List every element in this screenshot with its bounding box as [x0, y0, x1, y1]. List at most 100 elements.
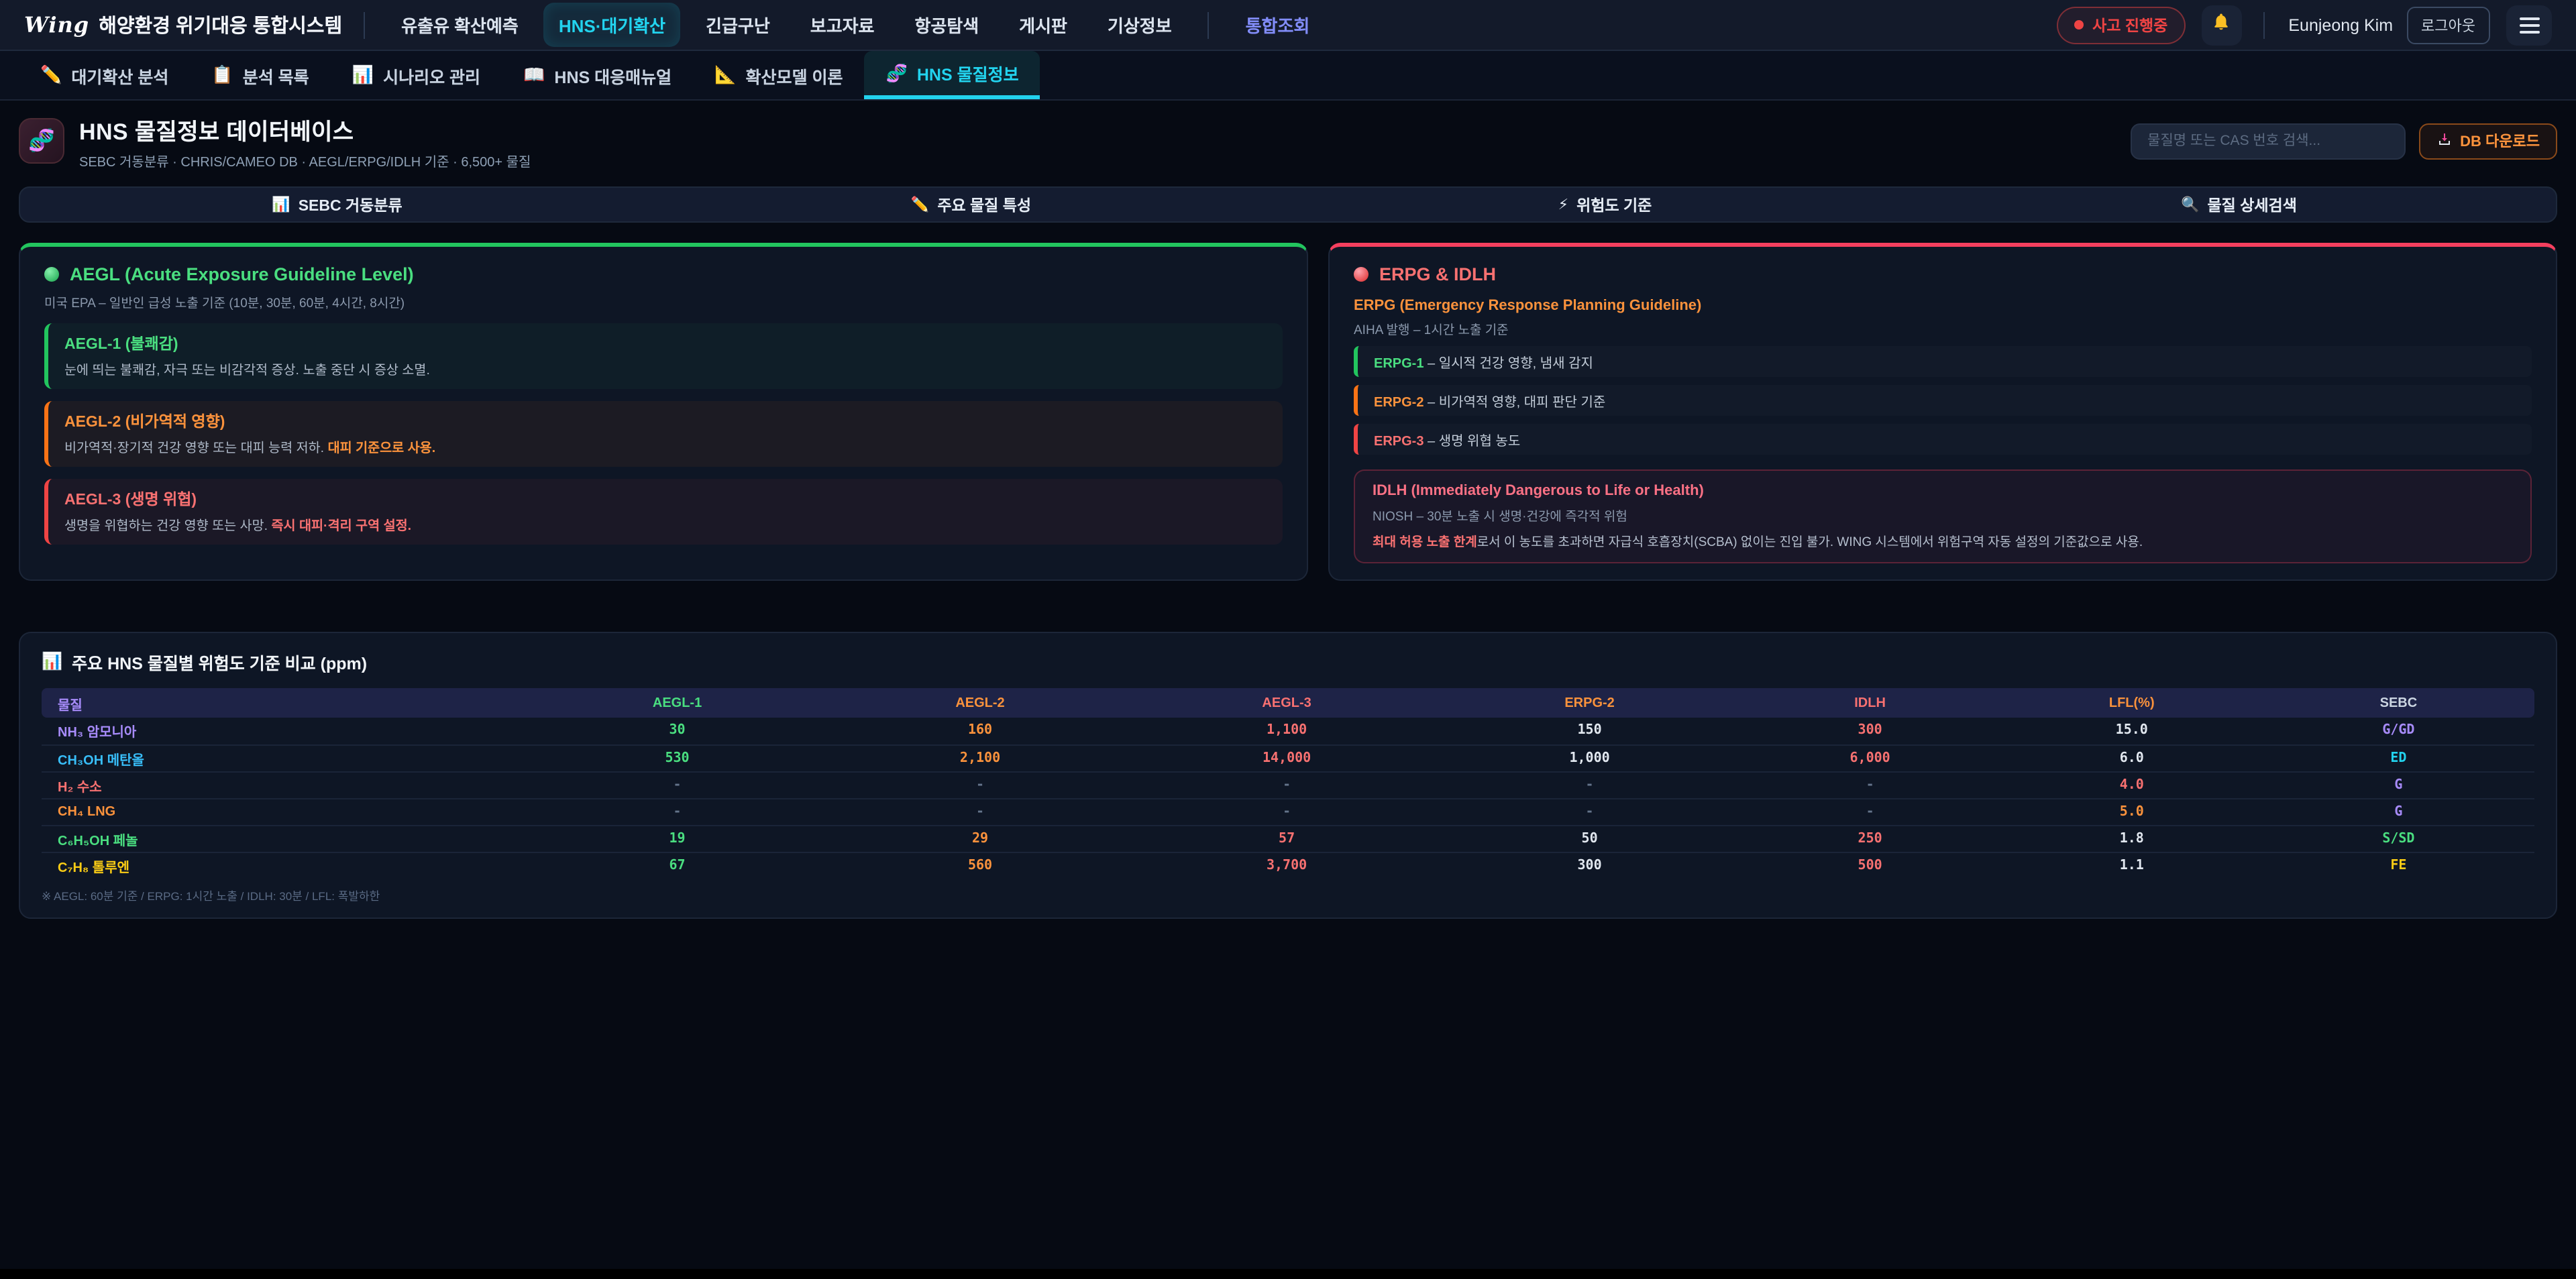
subtab-label: 시나리오 관리 [383, 68, 481, 87]
aegl-level-3-card: AEGL-3 (생명 위협) 생명을 위협하는 건강 영향 또는 사망. 즉시 … [44, 479, 1283, 545]
subtab-model-theory[interactable]: 📐 확산모델 이론 [693, 51, 864, 99]
nav-item-hns-dispersion[interactable]: HNS·대기확산 [543, 3, 681, 47]
idlh-info-box: IDLH (Immediately Dangerous to Life or H… [1354, 469, 2532, 563]
aegl2-value: - [826, 798, 1134, 826]
table-row: C₇H₈ 톨루엔 67 560 3,700 300 500 1.1 FE [42, 852, 2534, 879]
nav-divider [2263, 11, 2265, 38]
bar-chart-icon: 📊 [272, 197, 290, 213]
aegl-panel: AEGL (Acute Exposure Guideline Level) 미국… [19, 243, 1308, 581]
substance-search-input[interactable] [2130, 123, 2406, 159]
aegl-level-desc: 비가역적·장기적 건강 영향 또는 대피 능력 저하. 대피 기준으로 사용. [64, 441, 436, 456]
tab-substance-detail-search[interactable]: 🔍 물질 상세검색 [1922, 188, 2556, 221]
aegl2-value: 160 [826, 718, 1134, 745]
aegl-panel-subtitle: 미국 EPA – 일반인 급성 노출 기준 (10분, 30분, 60분, 4시… [44, 296, 405, 311]
table-row: CH₃OH 메탄올 530 2,100 14,000 1,000 6,000 6… [42, 744, 2534, 772]
logo-wordmark: Wing [24, 12, 90, 38]
subtab-scenario-management[interactable]: 📊 시나리오 관리 [331, 51, 502, 99]
idlh-title: IDLH (Immediately Dangerous to Life or H… [1373, 483, 1704, 499]
user-name: Eunjeong Kim [2288, 15, 2394, 34]
col-erpg2: ERPG-2 [1440, 688, 1739, 718]
logout-button[interactable]: 로그아웃 [2406, 6, 2490, 44]
lfl-value: 15.0 [2000, 718, 2263, 745]
aegl2-value: 29 [826, 825, 1134, 852]
aegl-panel-title: AEGL (Acute Exposure Guideline Level) [44, 264, 1283, 284]
tab-label: 위험도 기준 [1576, 198, 1652, 214]
pencil-icon: ✏️ [40, 64, 62, 85]
col-aegl1: AEGL-1 [527, 688, 827, 718]
tab-substance-properties[interactable]: ✏️ 주요 물질 특성 [654, 188, 1288, 221]
nav-item-aerial-search[interactable]: 항공탐색 [914, 16, 979, 36]
idlh-line2: 최대 허용 노출 한계로서 이 농도를 초과하면 자급식 호흡장치(SCBA) … [1373, 535, 2143, 550]
nav-item-emergency-rescue[interactable]: 긴급구난 [706, 16, 770, 36]
lightning-icon: ⚡ [1558, 197, 1569, 213]
subtab-analysis-list[interactable]: 📋 분석 목록 [190, 51, 330, 99]
table-row: C₆H₅OH 페놀 19 29 57 50 250 1.8 S/SD [42, 825, 2534, 852]
erpg-level-2-row: ERPG-2 – 비가역적 영향, 대피 판단 기준 [1354, 385, 2532, 416]
aegl3-value: 14,000 [1133, 744, 1440, 772]
idlh-value: - [1739, 798, 2001, 826]
red-dot-icon [1354, 267, 1368, 282]
tab-sebc-classification[interactable]: 📊 SEBC 거동분류 [20, 188, 654, 221]
incident-status-badge[interactable]: 사고 진행중 [2056, 6, 2186, 44]
aegl1-value: - [527, 771, 827, 799]
db-download-label: DB 다운로드 [2460, 134, 2540, 150]
download-icon [2436, 131, 2452, 151]
notifications-button[interactable] [2201, 5, 2242, 45]
substance-name: CH₄ LNG [42, 798, 528, 826]
col-aegl2: AEGL-2 [826, 688, 1134, 718]
col-sebc: SEBC [2262, 688, 2534, 718]
nav-item-board[interactable]: 게시판 [1019, 16, 1067, 36]
idlh-value: 300 [1739, 718, 2001, 745]
erpg-subtitle: AIHA 발행 – 1시간 노출 기준 [1354, 323, 1509, 338]
sebc-code: G/GD [2262, 718, 2534, 745]
bar-chart-icon: 📊 [352, 64, 374, 85]
sebc-code: ED [2262, 744, 2534, 772]
book-icon: 📖 [523, 64, 545, 85]
nav-item-weather[interactable]: 기상정보 [1107, 16, 1172, 36]
aegl2-value: 2,100 [826, 744, 1134, 772]
aegl3-value: - [1133, 798, 1440, 826]
nav-item-integrated-search[interactable]: 통합조회 [1245, 16, 1310, 36]
subtab-hns-substance-info[interactable]: 🧬 HNS 물질정보 [864, 51, 1040, 99]
erpg-heading: ERPG (Emergency Response Planning Guidel… [1354, 298, 1702, 314]
sebc-code: S/SD [2262, 825, 2534, 852]
lfl-value: 1.1 [2119, 858, 2144, 873]
menu-button[interactable] [2506, 5, 2552, 45]
table-row: H₂ 수소 - - - - - 4.0 G [42, 771, 2534, 799]
section-tab-bar: 📊 SEBC 거동분류 ✏️ 주요 물질 특성 ⚡ 위험도 기준 🔍 물질 상세… [19, 186, 2557, 223]
sebc-code: FE [2390, 858, 2407, 873]
erpg-level-3-row: ERPG-3 – 생명 위협 농도 [1354, 424, 2532, 455]
aegl3-value: - [1133, 771, 1440, 799]
page-subtitle: SEBC 거동분류 · CHRIS/CAMEO DB · AEGL/ERPG/I… [79, 155, 531, 170]
db-download-button[interactable]: DB 다운로드 [2418, 123, 2557, 159]
app-logo[interactable]: Wing 해양환경 위기대응 통합시스템 [24, 11, 342, 39]
substance-name: C₇H₈ 톨루엔 [58, 860, 130, 876]
aegl2-value: 560 [967, 858, 993, 873]
aegl2-value: - [826, 771, 1134, 799]
page-header: 🧬 HNS 물질정보 데이터베이스 SEBC 거동분류 · CHRIS/CAME… [0, 103, 2576, 178]
aegl1-value: 19 [527, 825, 827, 852]
aegl-level-title: AEGL-1 (불쾌감) [64, 337, 178, 353]
tab-risk-criteria[interactable]: ⚡ 위험도 기준 [1288, 188, 1922, 221]
idlh-line1: NIOSH – 30분 노출 시 생명·건강에 즉각적 위험 [1373, 510, 1627, 524]
aegl1-value: 530 [527, 744, 827, 772]
logo-title: 해양환경 위기대응 통합시스템 [99, 16, 343, 38]
aegl-level-desc: 눈에 띄는 불쾌감, 자극 또는 비감각적 증상. 노출 중단 시 증상 소멸. [64, 364, 430, 378]
table-row: NH₃ 암모니아 30 160 1,100 150 300 15.0 G/GD [42, 718, 2534, 745]
subtab-dispersion-analysis[interactable]: ✏️ 대기확산 분석 [19, 51, 190, 99]
subtab-hns-manual[interactable]: 📖 HNS 대응매뉴얼 [502, 51, 693, 99]
col-idlh: IDLH [1739, 688, 2001, 718]
lfl-value: 4.0 [2000, 771, 2263, 799]
aegl3-value: 57 [1133, 825, 1440, 852]
lfl-value: 6.0 [2000, 744, 2263, 772]
search-icon: 🔍 [2181, 197, 2200, 213]
idlh-value: - [1739, 771, 2001, 799]
top-navigation: Wing 해양환경 위기대응 통합시스템 유출유 확산예측 HNS·대기확산 긴… [0, 0, 2576, 51]
aegl1-value: 67 [669, 858, 686, 873]
nav-item-oil-spill[interactable]: 유출유 확산예측 [401, 16, 519, 36]
pencil-icon: ✏️ [910, 197, 930, 213]
sebc-code: G [2262, 771, 2534, 799]
dna-icon: 🧬 [885, 62, 908, 82]
aegl3-value: 3,700 [1266, 858, 1307, 873]
nav-item-reports[interactable]: 보고자료 [810, 16, 875, 36]
